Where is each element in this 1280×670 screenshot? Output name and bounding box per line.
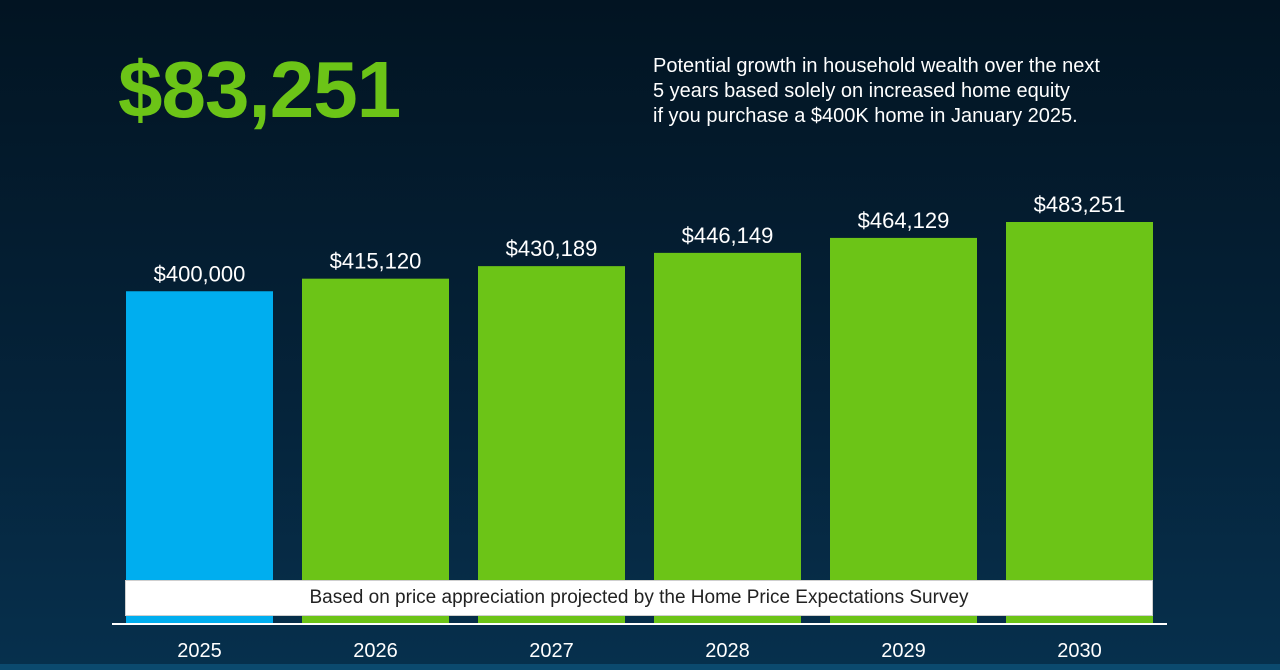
value-label-2028: $446,149 [682, 223, 774, 248]
bar-2028 [654, 252, 801, 624]
bar-2027 [478, 266, 625, 624]
description-line-3: if you purchase a $400K home in January … [653, 105, 1078, 127]
category-label-2030: 2030 [1057, 640, 1102, 662]
value-label-2029: $464,129 [858, 208, 950, 233]
category-label-2027: 2027 [529, 640, 574, 662]
description-line-1: Potential growth in household wealth ove… [653, 55, 1100, 77]
category-label-2026: 2026 [353, 640, 398, 662]
value-label-2027: $430,189 [506, 236, 598, 261]
value-label-2030: $483,251 [1034, 192, 1126, 217]
bar-2025 [126, 291, 273, 624]
bar-2029 [830, 237, 977, 625]
footnote-box: Based on price appreciation projected by… [125, 580, 1153, 616]
category-label-2025: 2025 [177, 640, 222, 662]
bar-2026 [302, 278, 449, 624]
bar-2030 [1006, 222, 1153, 624]
bottom-accent-line [0, 664, 1280, 670]
headline-value: $83,251 [118, 45, 401, 134]
category-label-2028: 2028 [705, 640, 750, 662]
description-line-2: 5 years based solely on increased home e… [653, 80, 1070, 102]
footnote-text: Based on price appreciation projected by… [309, 587, 969, 608]
category-label-2029: 2029 [881, 640, 926, 662]
value-label-2025: $400,000 [154, 261, 246, 286]
value-label-2026: $415,120 [330, 249, 422, 274]
chart-description: Potential growth in household wealth ove… [653, 54, 1213, 129]
